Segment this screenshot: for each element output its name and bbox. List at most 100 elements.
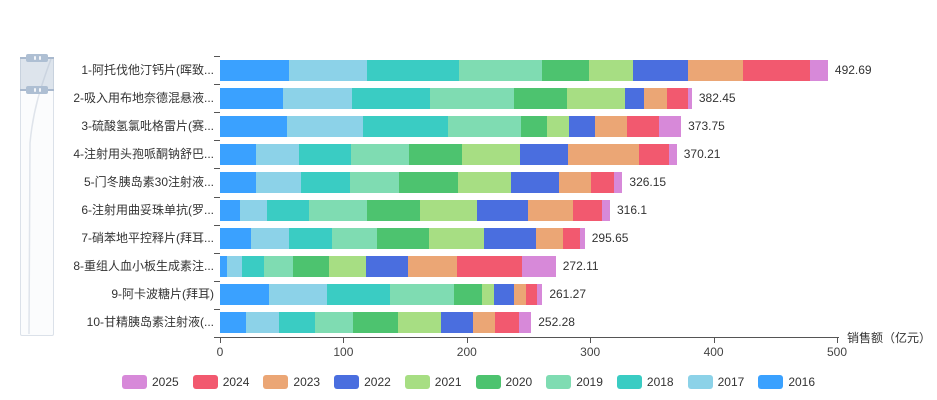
legend-item-2019[interactable]: 2019 (546, 375, 603, 389)
bar-segment-2025[interactable] (580, 228, 585, 250)
bar-segment-2018[interactable] (352, 87, 430, 109)
bar-segment-2020[interactable] (398, 171, 459, 193)
bar-segment-2022[interactable] (493, 284, 514, 306)
bar-segment-2021[interactable] (461, 143, 520, 165)
legend-item-2017[interactable]: 2017 (687, 375, 744, 389)
bar-segment-2024[interactable] (639, 143, 670, 165)
bar-segment-2022[interactable] (511, 171, 560, 193)
bar-segment-2022[interactable] (519, 143, 568, 165)
bar-segment-2019[interactable] (350, 143, 409, 165)
bar-segment-2024[interactable] (591, 171, 614, 193)
bar-segment-2024[interactable] (627, 115, 660, 137)
bar-segment-2023[interactable] (513, 284, 526, 306)
bar-segment-2016[interactable] (220, 256, 228, 278)
legend-item-2022[interactable]: 2022 (334, 375, 391, 389)
bar-segment-2025[interactable] (602, 200, 610, 222)
bar-segment-2016[interactable] (220, 312, 246, 334)
bar-segment-2018[interactable] (363, 115, 449, 137)
datazoom-handle-top[interactable] (26, 54, 48, 62)
bar-segment-2017[interactable] (286, 115, 364, 137)
bar-segment-2023[interactable] (595, 115, 628, 137)
bar-segment-2016[interactable] (220, 115, 287, 137)
bar-segment-2017[interactable] (250, 228, 290, 250)
bar-segment-2016[interactable] (220, 143, 256, 165)
legend-item-2021[interactable]: 2021 (404, 375, 462, 389)
bar-segment-2023[interactable] (567, 143, 640, 165)
bar-segment-2025[interactable] (659, 115, 682, 137)
bar-segment-2021[interactable] (428, 228, 485, 250)
bar-segment-2021[interactable] (397, 312, 441, 334)
bar-segment-2024[interactable] (743, 59, 810, 81)
legend-item-2024[interactable]: 2024 (192, 375, 249, 389)
bar-segment-2017[interactable] (255, 171, 302, 193)
bar-segment-2025[interactable] (522, 256, 556, 278)
bar-segment-2018[interactable] (266, 200, 309, 222)
bar-segment-2016[interactable] (220, 87, 283, 109)
bar-segment-2022[interactable] (569, 115, 596, 137)
bar-segment-2021[interactable] (328, 256, 366, 278)
datazoom-handle-bottom[interactable] (26, 86, 48, 94)
bar-segment-2021[interactable] (546, 115, 570, 137)
bar-segment-2021[interactable] (481, 284, 494, 306)
bar-segment-2024[interactable] (525, 284, 538, 306)
bar-segment-2020[interactable] (292, 256, 329, 278)
bar-segment-2017[interactable] (289, 59, 367, 81)
bar-segment-2020[interactable] (376, 228, 429, 250)
bar-segment-2020[interactable] (521, 115, 547, 137)
bar-segment-2024[interactable] (572, 200, 603, 222)
bar-segment-2018[interactable] (366, 59, 460, 81)
bar-segment-2020[interactable] (513, 87, 567, 109)
bar-segment-2020[interactable] (542, 59, 589, 81)
bar-segment-2023[interactable] (535, 228, 563, 250)
bar-segment-2025[interactable] (809, 59, 828, 81)
legend-item-2023[interactable]: 2023 (263, 375, 320, 389)
bar-segment-2022[interactable] (484, 228, 536, 250)
bar-segment-2019[interactable] (448, 115, 522, 137)
bar-segment-2019[interactable] (308, 200, 367, 222)
bar-segment-2023[interactable] (472, 312, 496, 334)
bar-segment-2023[interactable] (407, 256, 457, 278)
bar-segment-2024[interactable] (562, 228, 581, 250)
bar-segment-2021[interactable] (588, 59, 634, 81)
bar-segment-2022[interactable] (624, 87, 645, 109)
bar-segment-2021[interactable] (419, 200, 477, 222)
bar-segment-2023[interactable] (528, 200, 573, 222)
bar-segment-2022[interactable] (440, 312, 473, 334)
bar-segment-2022[interactable] (476, 200, 529, 222)
bar-segment-2019[interactable] (332, 228, 377, 250)
bar-segment-2024[interactable] (495, 312, 519, 334)
bar-segment-2025[interactable] (537, 284, 543, 306)
bar-segment-2017[interactable] (245, 312, 280, 334)
bar-segment-2019[interactable] (315, 312, 354, 334)
bar-segment-2017[interactable] (255, 143, 299, 165)
bar-segment-2025[interactable] (669, 143, 677, 165)
bar-segment-2018[interactable] (289, 228, 333, 250)
bar-segment-2024[interactable] (666, 87, 688, 109)
bar-segment-2022[interactable] (633, 59, 688, 81)
bar-segment-2019[interactable] (349, 171, 399, 193)
bar-segment-2024[interactable] (456, 256, 523, 278)
legend-item-2018[interactable]: 2018 (616, 375, 674, 389)
bar-segment-2020[interactable] (366, 200, 420, 222)
bar-segment-2021[interactable] (566, 87, 625, 109)
bar-segment-2023[interactable] (559, 171, 592, 193)
bar-segment-2023[interactable] (687, 59, 744, 81)
bar-segment-2020[interactable] (454, 284, 482, 306)
bar-segment-2018[interactable] (242, 256, 265, 278)
legend-item-2016[interactable]: 2016 (758, 375, 815, 389)
bar-segment-2019[interactable] (264, 256, 293, 278)
bar-segment-2022[interactable] (365, 256, 408, 278)
legend-item-2020[interactable]: 2020 (475, 375, 532, 389)
bar-segment-2018[interactable] (279, 312, 315, 334)
bar-segment-2018[interactable] (298, 143, 351, 165)
bar-segment-2017[interactable] (269, 284, 328, 306)
bar-segment-2025[interactable] (518, 312, 532, 334)
bar-segment-2018[interactable] (327, 284, 391, 306)
bar-segment-2025[interactable] (613, 171, 623, 193)
bar-segment-2017[interactable] (227, 256, 243, 278)
bar-segment-2019[interactable] (459, 59, 543, 81)
bar-segment-2025[interactable] (687, 87, 692, 109)
bar-segment-2020[interactable] (408, 143, 462, 165)
y-datazoom-slider[interactable] (20, 54, 54, 336)
bar-segment-2016[interactable] (220, 228, 251, 250)
